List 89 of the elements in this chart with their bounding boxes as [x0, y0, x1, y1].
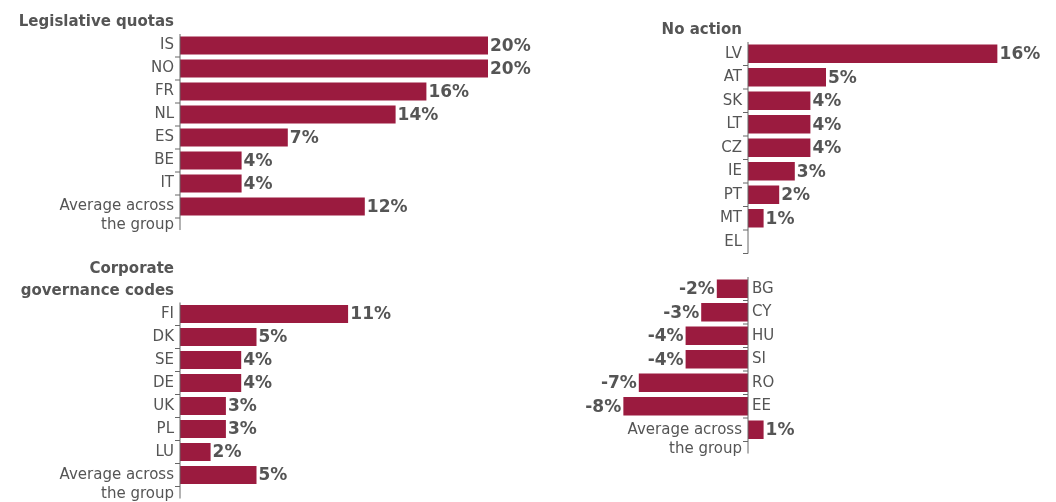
data-label: 1% — [765, 419, 795, 440]
data-label: -8% — [585, 395, 622, 416]
data-label: 2% — [212, 441, 242, 462]
bar — [180, 466, 257, 484]
bar — [180, 128, 288, 147]
data-label: 16% — [999, 43, 1041, 64]
chart-title: Corporate governance codes — [20, 258, 175, 299]
y-tick-label: SI — [752, 349, 766, 368]
data-label: 4% — [243, 149, 273, 170]
bar — [748, 44, 998, 63]
bar — [748, 115, 811, 134]
bar — [748, 420, 764, 439]
bar — [180, 59, 488, 78]
data-label: 3% — [796, 160, 826, 181]
y-tick-label: SE — [155, 349, 174, 368]
y-tick-label: Average across the group — [59, 196, 175, 234]
chart-title: No action — [661, 20, 742, 38]
data-label: 4% — [812, 90, 842, 111]
y-tick-label: LU — [155, 441, 174, 460]
data-label: 5% — [258, 464, 288, 485]
data-label: 4% — [243, 349, 273, 370]
data-label: 14% — [397, 103, 439, 124]
data-label: -2% — [678, 278, 715, 299]
y-tick-label: PL — [156, 418, 175, 437]
data-label: 11% — [350, 303, 391, 324]
data-label: 7% — [289, 126, 319, 147]
y-tick-label: LT — [726, 114, 743, 133]
data-label: 3% — [227, 395, 257, 416]
bar — [638, 373, 748, 392]
y-tick-label: Average across the group — [59, 464, 175, 502]
data-label: -7% — [600, 372, 637, 393]
bar — [180, 328, 257, 346]
y-tick-label: PT — [723, 184, 743, 203]
bar — [685, 350, 748, 369]
y-tick-label: LV — [725, 43, 743, 62]
data-label: 5% — [258, 326, 288, 347]
data-label: 1% — [765, 207, 795, 228]
y-tick-label: SK — [722, 90, 744, 109]
data-label: 4% — [243, 372, 273, 393]
y-tick-label: Average across the group — [627, 419, 743, 457]
data-label: -3% — [663, 301, 700, 322]
y-tick-label: IE — [728, 161, 742, 180]
y-tick-label: HU — [752, 325, 775, 344]
chart-title: Legislative quotas — [18, 12, 175, 30]
bar — [180, 174, 242, 193]
bar — [180, 36, 488, 55]
y-tick-label: UK — [153, 395, 176, 414]
y-tick-label: DE — [152, 372, 174, 391]
data-label: -4% — [647, 348, 684, 369]
y-tick-label: EE — [752, 396, 771, 415]
bar — [180, 197, 365, 216]
bar — [180, 374, 242, 392]
y-tick-label: RO — [752, 372, 775, 391]
data-label: 20% — [490, 57, 531, 78]
y-tick-label: AT — [723, 67, 743, 86]
bar — [180, 82, 427, 101]
y-tick-label: FR — [154, 81, 174, 100]
y-tick-label: CY — [752, 302, 773, 321]
bar — [623, 397, 748, 416]
data-label: 3% — [227, 418, 257, 439]
data-label: 16% — [428, 80, 470, 101]
bar — [180, 351, 242, 369]
y-tick-label: MT — [719, 208, 743, 227]
bar — [748, 138, 811, 157]
y-tick-label: NO — [150, 58, 174, 77]
y-tick-label: IS — [160, 35, 174, 54]
bar — [180, 305, 349, 323]
y-tick-label: IT — [160, 173, 175, 192]
data-label: 20% — [490, 34, 531, 55]
data-label: 2% — [781, 184, 811, 205]
data-label: 12% — [366, 195, 408, 216]
data-label: 4% — [812, 113, 842, 134]
bar — [748, 68, 826, 87]
y-tick-label: CZ — [721, 137, 742, 156]
y-tick-label: FI — [160, 303, 174, 322]
y-tick-label: EL — [724, 231, 743, 250]
y-tick-label: NL — [154, 104, 175, 123]
y-tick-label: BE — [154, 150, 174, 169]
data-label: 4% — [812, 137, 842, 158]
bar — [180, 151, 242, 170]
data-label: -4% — [647, 325, 684, 346]
data-label: 4% — [243, 172, 273, 193]
y-tick-label: DK — [152, 326, 176, 345]
bar — [748, 91, 811, 110]
bar — [180, 105, 396, 124]
data-label: 5% — [828, 66, 857, 87]
bar — [685, 326, 748, 345]
y-tick-label: ES — [155, 127, 174, 146]
y-tick-label: BG — [752, 278, 774, 297]
